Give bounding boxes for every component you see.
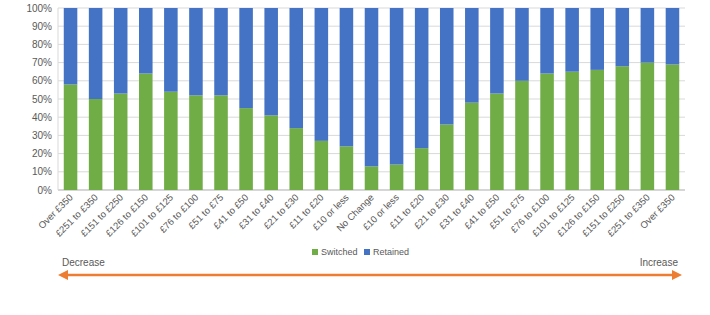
y-tick-label: 0% <box>38 185 53 196</box>
bar-segment <box>641 8 655 63</box>
bar-segment <box>164 8 178 92</box>
bar-segment <box>239 108 253 190</box>
y-tick-label: 80% <box>32 39 52 50</box>
bar-segment <box>340 8 354 146</box>
bar-segment <box>415 8 429 148</box>
bar-segment <box>264 115 278 190</box>
bar-segment <box>415 148 429 190</box>
bar-segment <box>89 99 103 190</box>
bar-segment <box>64 8 78 84</box>
bar-segment <box>365 8 379 166</box>
bar-segment <box>315 8 329 141</box>
x-tick-label: Over £350 <box>638 192 677 231</box>
bar-segment <box>465 103 479 190</box>
bar-segment <box>540 74 554 190</box>
bar-segment <box>515 81 529 190</box>
bar-segment <box>114 94 128 190</box>
bar-segment <box>590 70 604 190</box>
y-tick-label: 10% <box>32 166 52 177</box>
bar-segment <box>164 92 178 190</box>
bar-segment <box>64 84 78 190</box>
bar-segment <box>666 64 680 190</box>
legend-label: Retained <box>373 247 409 257</box>
bar-segment <box>616 8 630 66</box>
bar-segment <box>390 8 404 165</box>
bar-segment <box>89 8 103 99</box>
y-tick-label: 30% <box>32 130 52 141</box>
bar-segment <box>515 8 529 81</box>
legend-swatch <box>312 249 318 255</box>
bar-segment <box>590 8 604 70</box>
bar-segment <box>390 165 404 190</box>
bar-segment <box>440 8 454 124</box>
bar-segment <box>189 95 203 190</box>
y-tick-label: 40% <box>32 112 52 123</box>
bar-segment <box>289 128 303 190</box>
bar-segment <box>239 8 253 108</box>
y-tick-label: 60% <box>32 75 52 86</box>
bar-segment <box>540 8 554 74</box>
bar-segment <box>641 63 655 190</box>
y-axis <box>58 8 59 190</box>
bar-segment <box>666 8 680 64</box>
bar-segment <box>565 8 579 72</box>
bar-segment <box>139 74 153 190</box>
legend-swatch <box>364 249 370 255</box>
bar-segment <box>565 72 579 190</box>
bar-segment <box>616 66 630 190</box>
bar-segment <box>289 8 303 128</box>
y-tick-label: 100% <box>26 3 52 14</box>
bar-segment <box>214 95 228 190</box>
y-tick-label: 90% <box>32 21 52 32</box>
bar-segment <box>440 124 454 190</box>
bar-segment <box>365 166 379 190</box>
bar-segment <box>315 141 329 190</box>
arrow-line <box>66 274 674 277</box>
arrow-head <box>58 270 68 280</box>
legend-label: Switched <box>321 247 358 257</box>
bar-segment <box>139 8 153 74</box>
bar-segment <box>264 8 278 115</box>
annotation: Decrease <box>62 257 105 268</box>
bar-segment <box>114 8 128 94</box>
y-tick-label: 70% <box>32 57 52 68</box>
chart: 0% 10% 20% 30% 40% 50% 60% 70% 80% 90% 100% Over £3… <box>0 0 710 315</box>
bars <box>64 8 679 190</box>
y-tick-label: 50% <box>32 94 52 105</box>
bar-segment <box>465 8 479 103</box>
y-tick-label: 20% <box>32 148 52 159</box>
bar-segment <box>490 94 504 190</box>
bar-segment <box>340 146 354 190</box>
bar-segment <box>189 8 203 95</box>
arrow-head <box>672 270 682 280</box>
bar-segment <box>490 8 504 94</box>
legend: Switched Retained <box>312 247 409 257</box>
annotation: Increase <box>640 257 679 268</box>
bar-segment <box>214 8 228 95</box>
